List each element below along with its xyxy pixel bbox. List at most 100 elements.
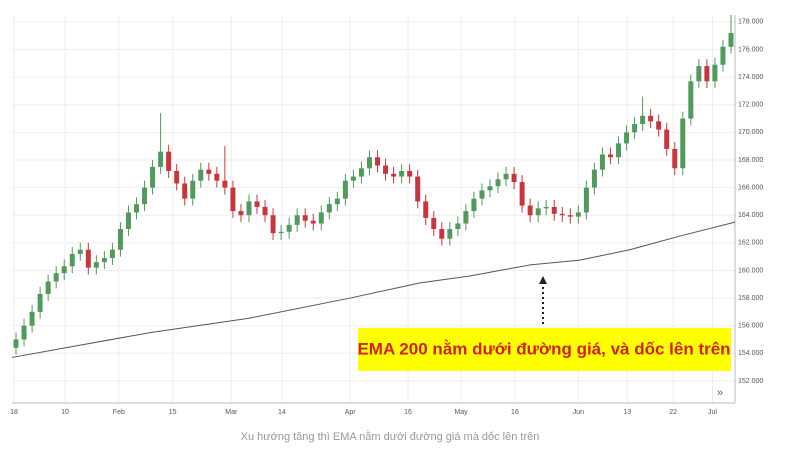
candle-body — [270, 215, 276, 234]
candle-body — [278, 231, 284, 234]
x-tick-label: Jun — [573, 409, 584, 416]
ema-line — [11, 221, 736, 358]
candle-body — [69, 253, 75, 267]
candle-body — [519, 182, 525, 206]
candle-body — [134, 204, 140, 213]
candle-body — [342, 180, 348, 199]
candle-body — [664, 129, 670, 149]
y-tick-label: 176.000 — [738, 46, 763, 53]
candle-body — [366, 157, 372, 169]
candle-body — [158, 151, 164, 167]
candle-body — [142, 187, 148, 205]
candle-body — [591, 169, 597, 188]
candle-body — [230, 187, 236, 212]
candle-body — [254, 201, 260, 207]
scroll-icon[interactable]: » — [717, 387, 723, 399]
x-tick-label: Mar — [225, 409, 238, 416]
candle-body — [640, 115, 646, 125]
candle-body — [728, 32, 734, 47]
candle-body — [117, 229, 123, 250]
candle-body — [310, 220, 316, 224]
caption: Xu hướng tăng thì EMA nằm dưới đường giá… — [241, 430, 540, 443]
x-tick-label: 15 — [169, 409, 177, 416]
candle-body — [101, 258, 107, 263]
y-tick-label: 156.000 — [738, 323, 763, 330]
y-tick-label: 172.000 — [738, 102, 763, 109]
candle-body — [294, 215, 300, 225]
candle-body — [262, 206, 268, 216]
candle-body — [125, 212, 131, 230]
candle-body — [391, 173, 397, 177]
candle-body — [109, 249, 115, 259]
candle-body — [174, 171, 180, 184]
arrow-head — [539, 276, 547, 284]
candle-body — [720, 46, 726, 65]
candle-body — [415, 176, 421, 202]
candle-body — [543, 206, 549, 209]
candle-body — [583, 187, 589, 213]
x-tick-label: 13 — [623, 409, 631, 416]
candle-body — [45, 281, 51, 294]
annotation: EMA 200 nằm dưới đường giá, và dốc lên t… — [357, 339, 730, 358]
x-tick-label: 16 — [511, 409, 519, 416]
candle-body — [680, 118, 686, 169]
candle-body — [688, 81, 694, 119]
candle-body — [407, 171, 413, 177]
candle-body — [551, 206, 557, 214]
candle-body — [37, 293, 43, 312]
candle-body — [479, 190, 485, 199]
candle-body — [318, 212, 324, 224]
candle-body — [358, 168, 364, 177]
candle-body — [13, 339, 19, 348]
x-tick-label: 10 — [61, 409, 69, 416]
candle-body — [463, 211, 469, 224]
candle-body — [399, 171, 405, 177]
candle-body — [712, 64, 718, 82]
candle-body — [575, 212, 581, 217]
candle-body — [302, 215, 308, 221]
candle-body — [471, 198, 477, 212]
y-tick-label: 168.000 — [738, 157, 763, 164]
candle-body — [535, 208, 541, 216]
candle-body — [375, 157, 381, 166]
candle-body — [632, 124, 638, 133]
y-tick-label: 174.000 — [738, 74, 763, 81]
candle-body — [214, 173, 220, 181]
candle-body — [487, 186, 493, 191]
candle-body — [503, 173, 509, 180]
candle-body — [624, 132, 630, 144]
candle-body — [447, 229, 453, 239]
candle-body — [567, 215, 573, 217]
candle-body — [599, 154, 605, 170]
y-tick-label: 166.000 — [738, 184, 763, 191]
candle-body — [53, 273, 59, 282]
candle-body — [85, 249, 91, 268]
x-tick-label: Feb — [113, 409, 125, 416]
candle-body — [222, 180, 228, 188]
candle-body — [495, 179, 501, 187]
candle-body — [704, 66, 710, 82]
candle-body — [616, 143, 622, 158]
y-tick-label: 154.000 — [738, 350, 763, 357]
x-tick-label: 18 — [10, 409, 18, 416]
candle-body — [383, 165, 389, 174]
candle-body — [672, 148, 678, 169]
x-tick-label: Apr — [345, 409, 357, 416]
candle-body — [527, 205, 533, 216]
x-tick-label: Jul — [708, 409, 717, 416]
candle-body — [423, 201, 429, 218]
x-tick-label: May — [454, 409, 468, 416]
y-tick-label: 158.000 — [738, 295, 763, 302]
candle-body — [696, 66, 702, 82]
candle-body — [648, 115, 654, 122]
candle-body — [182, 183, 188, 199]
candle-body — [77, 249, 83, 254]
candle-body — [350, 176, 356, 181]
candle-body — [198, 169, 204, 181]
y-tick-label: 152.000 — [738, 378, 763, 385]
x-tick-label: 14 — [278, 409, 286, 416]
candle-body — [246, 201, 252, 216]
candle-body — [166, 151, 172, 172]
